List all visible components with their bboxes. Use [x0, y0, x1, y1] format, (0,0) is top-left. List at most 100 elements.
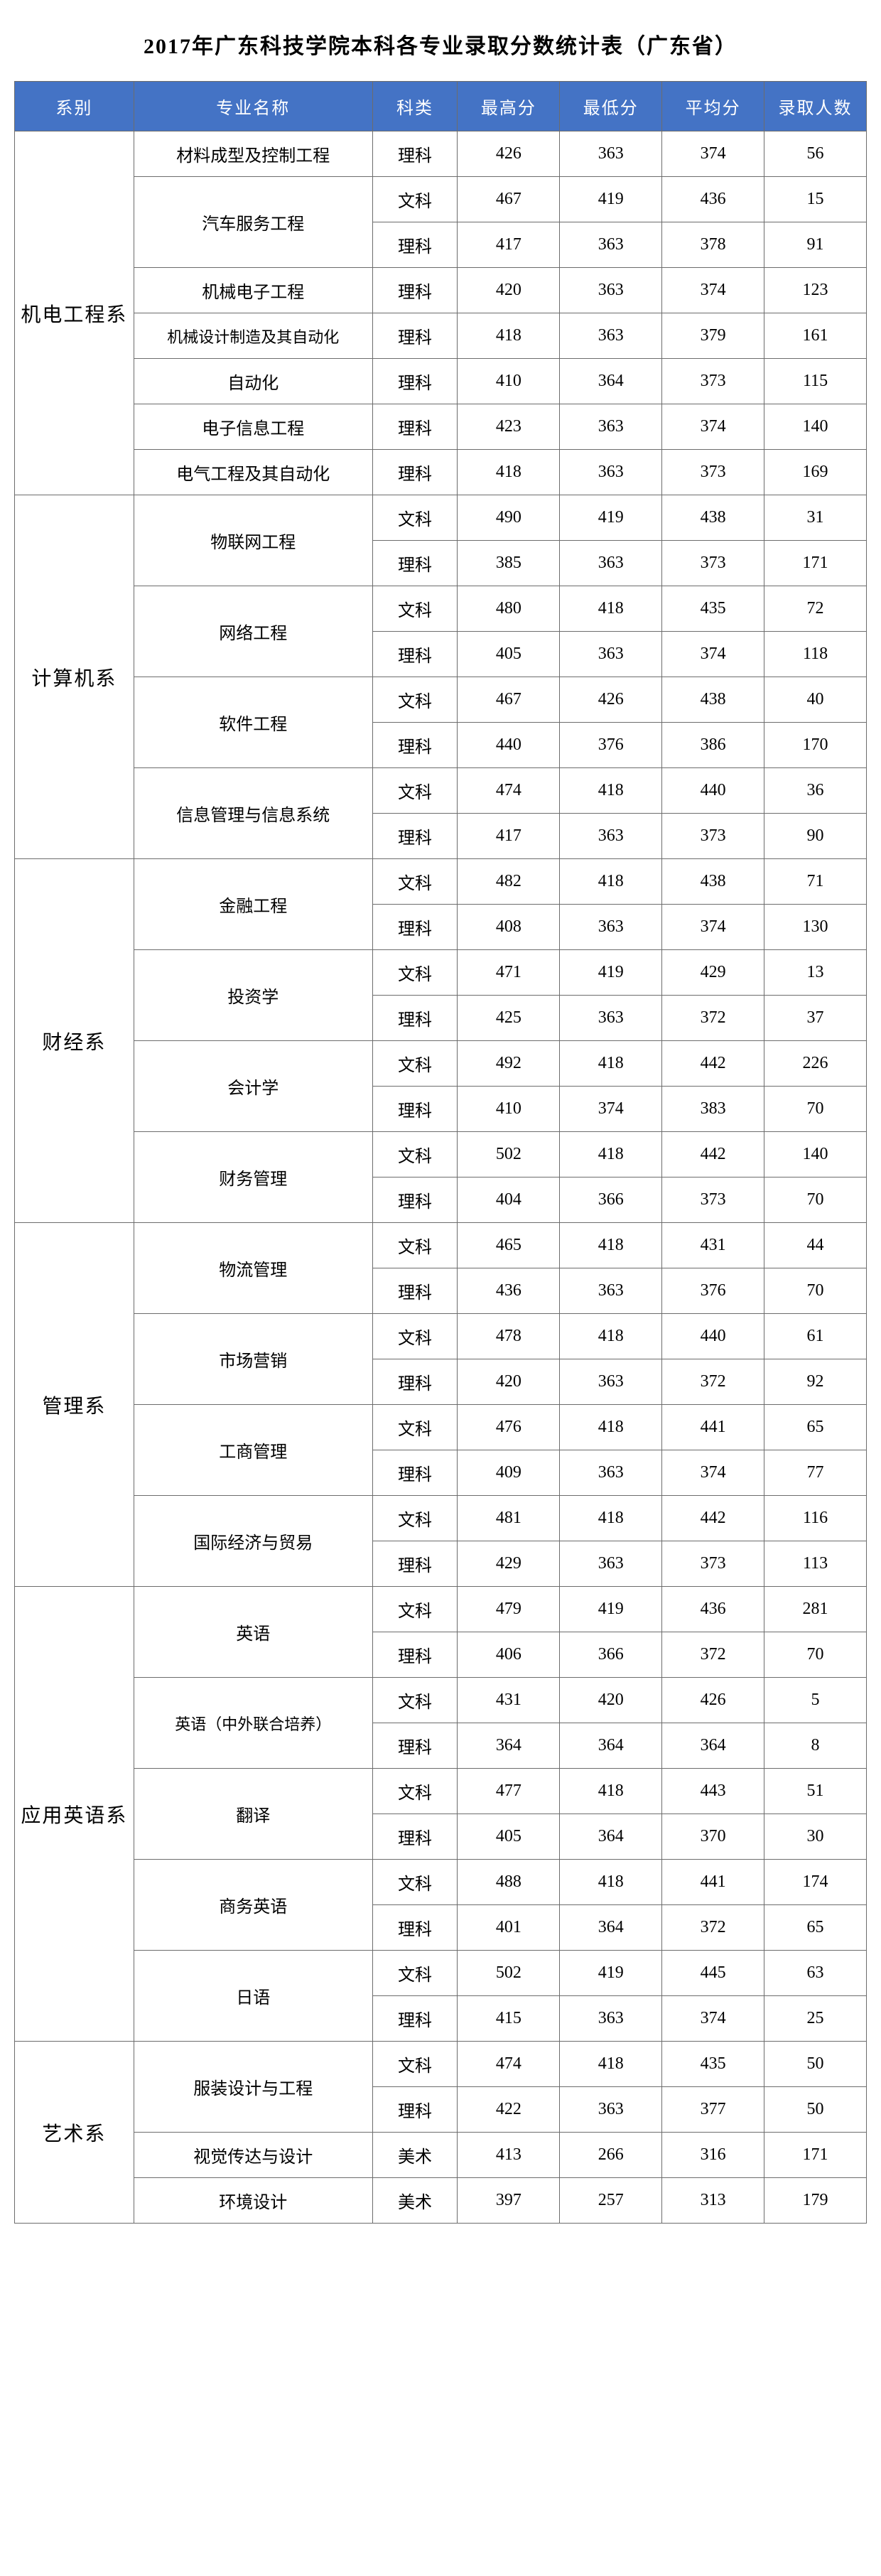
category-cell: 理科 — [372, 1814, 458, 1860]
max-cell: 423 — [458, 404, 560, 450]
category-cell: 理科 — [372, 1632, 458, 1678]
table-row: 信息管理与信息系统文科47441844036 — [15, 768, 867, 814]
count-cell: 56 — [764, 131, 867, 177]
count-cell: 92 — [764, 1359, 867, 1405]
min-cell: 418 — [560, 1769, 662, 1814]
avg-cell: 377 — [662, 2087, 764, 2133]
major-cell: 投资学 — [134, 950, 372, 1041]
category-cell: 理科 — [372, 450, 458, 495]
major-cell: 机械电子工程 — [134, 268, 372, 313]
count-cell: 70 — [764, 1087, 867, 1132]
avg-cell: 386 — [662, 723, 764, 768]
category-cell: 美术 — [372, 2178, 458, 2224]
max-cell: 479 — [458, 1587, 560, 1632]
table-row: 软件工程文科46742643840 — [15, 677, 867, 723]
max-cell: 418 — [458, 313, 560, 359]
count-cell: 36 — [764, 768, 867, 814]
avg-cell: 441 — [662, 1860, 764, 1905]
avg-cell: 436 — [662, 1587, 764, 1632]
category-cell: 文科 — [372, 586, 458, 632]
max-cell: 474 — [458, 2042, 560, 2087]
header-row: 系别 专业名称 科类 最高分 最低分 平均分 录取人数 — [15, 82, 867, 131]
category-cell: 理科 — [372, 541, 458, 586]
min-cell: 419 — [560, 950, 662, 996]
count-cell: 161 — [764, 313, 867, 359]
major-cell: 环境设计 — [134, 2178, 372, 2224]
min-cell: 363 — [560, 1996, 662, 2042]
count-cell: 91 — [764, 222, 867, 268]
count-cell: 31 — [764, 495, 867, 541]
count-cell: 174 — [764, 1860, 867, 1905]
header-count: 录取人数 — [764, 82, 867, 131]
avg-cell: 374 — [662, 905, 764, 950]
avg-cell: 374 — [662, 632, 764, 677]
avg-cell: 442 — [662, 1041, 764, 1087]
avg-cell: 373 — [662, 814, 764, 859]
max-cell: 364 — [458, 1723, 560, 1769]
header-avg: 平均分 — [662, 82, 764, 131]
max-cell: 397 — [458, 2178, 560, 2224]
min-cell: 418 — [560, 1223, 662, 1268]
avg-cell: 364 — [662, 1723, 764, 1769]
count-cell: 70 — [764, 1632, 867, 1678]
avg-cell: 374 — [662, 268, 764, 313]
table-row: 管理系物流管理文科46541843144 — [15, 1223, 867, 1268]
table-row: 财务管理文科502418442140 — [15, 1132, 867, 1177]
major-cell: 金融工程 — [134, 859, 372, 950]
min-cell: 363 — [560, 1268, 662, 1314]
max-cell: 425 — [458, 996, 560, 1041]
table-row: 应用英语系英语文科479419436281 — [15, 1587, 867, 1632]
max-cell: 474 — [458, 768, 560, 814]
max-cell: 492 — [458, 1041, 560, 1087]
max-cell: 471 — [458, 950, 560, 996]
major-cell: 英语（中外联合培养） — [134, 1678, 372, 1769]
max-cell: 426 — [458, 131, 560, 177]
dept-cell: 机电工程系 — [15, 131, 134, 495]
dept-cell: 艺术系 — [15, 2042, 134, 2224]
max-cell: 478 — [458, 1314, 560, 1359]
count-cell: 90 — [764, 814, 867, 859]
category-cell: 理科 — [372, 1087, 458, 1132]
max-cell: 488 — [458, 1860, 560, 1905]
category-cell: 文科 — [372, 1587, 458, 1632]
category-cell: 理科 — [372, 905, 458, 950]
count-cell: 51 — [764, 1769, 867, 1814]
count-cell: 65 — [764, 1405, 867, 1450]
min-cell: 363 — [560, 2087, 662, 2133]
count-cell: 113 — [764, 1541, 867, 1587]
header-min: 最低分 — [560, 82, 662, 131]
min-cell: 363 — [560, 541, 662, 586]
header-max: 最高分 — [458, 82, 560, 131]
count-cell: 30 — [764, 1814, 867, 1860]
category-cell: 文科 — [372, 859, 458, 905]
dept-cell: 管理系 — [15, 1223, 134, 1587]
count-cell: 63 — [764, 1951, 867, 1996]
avg-cell: 438 — [662, 859, 764, 905]
major-cell: 自动化 — [134, 359, 372, 404]
table-row: 会计学文科492418442226 — [15, 1041, 867, 1087]
max-cell: 502 — [458, 1951, 560, 1996]
major-cell: 网络工程 — [134, 586, 372, 677]
max-cell: 415 — [458, 1996, 560, 2042]
category-cell: 文科 — [372, 177, 458, 222]
max-cell: 422 — [458, 2087, 560, 2133]
table-row: 视觉传达与设计美术413266316171 — [15, 2133, 867, 2178]
min-cell: 363 — [560, 404, 662, 450]
major-cell: 日语 — [134, 1951, 372, 2042]
major-cell: 国际经济与贸易 — [134, 1496, 372, 1587]
header-dept: 系别 — [15, 82, 134, 131]
table-row: 财经系金融工程文科48241843871 — [15, 859, 867, 905]
count-cell: 171 — [764, 2133, 867, 2178]
count-cell: 116 — [764, 1496, 867, 1541]
avg-cell: 374 — [662, 1996, 764, 2042]
max-cell: 481 — [458, 1496, 560, 1541]
table-row: 机电工程系材料成型及控制工程理科42636337456 — [15, 131, 867, 177]
category-cell: 理科 — [372, 632, 458, 677]
max-cell: 401 — [458, 1905, 560, 1951]
max-cell: 429 — [458, 1541, 560, 1587]
table-row: 计算机系物联网工程文科49041943831 — [15, 495, 867, 541]
table-row: 英语（中外联合培养）文科4314204265 — [15, 1678, 867, 1723]
count-cell: 123 — [764, 268, 867, 313]
max-cell: 502 — [458, 1132, 560, 1177]
table-row: 自动化理科410364373115 — [15, 359, 867, 404]
